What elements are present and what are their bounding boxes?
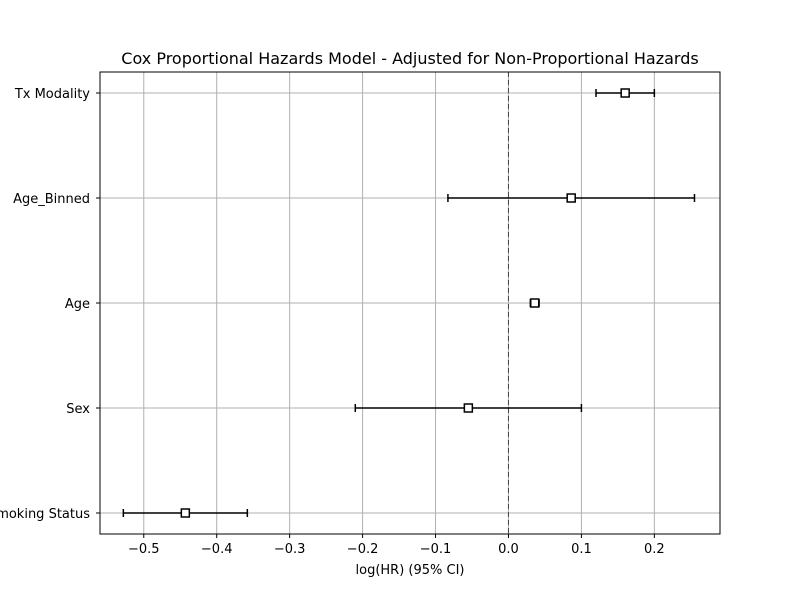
y-tick-label: Age_Binned	[13, 192, 90, 207]
point-estimate	[620, 88, 630, 98]
point-estimate	[529, 298, 540, 308]
x-tick-label: −0.1	[420, 542, 452, 557]
y-tick-label: Tx Modality	[14, 87, 90, 102]
x-axis: −0.5 −0.4 −0.3 −0.2 −0.1 0.0 0.1 0.2	[128, 534, 665, 557]
x-tick-label: 0.1	[571, 542, 592, 557]
x-tick-label: 0.0	[498, 542, 519, 557]
chart-title: Cox Proportional Hazards Model - Adjuste…	[121, 49, 698, 68]
estimate-age	[529, 298, 540, 308]
x-tick-label: 0.2	[644, 542, 665, 557]
estimate-tx-modality	[595, 88, 656, 98]
x-tick-label: −0.2	[347, 542, 379, 557]
y-tick-label: Age	[65, 297, 90, 312]
point-estimate	[180, 508, 191, 518]
estimates	[122, 88, 696, 518]
estimate-sex	[354, 403, 583, 413]
estimate-smoking-status	[122, 508, 249, 518]
grid	[100, 72, 720, 534]
point-estimate	[463, 403, 474, 413]
x-tick-label: −0.3	[274, 542, 306, 557]
y-tick-label: Smoking Status	[0, 507, 90, 522]
y-axis: Tx Modality Age_Binned Age Sex Smoking Statu…	[0, 87, 100, 522]
estimate-age-binned	[447, 193, 696, 203]
point-estimate	[566, 193, 576, 203]
y-tick-label: Sex	[66, 402, 90, 417]
x-tick-label: −0.5	[128, 542, 160, 557]
x-tick-label: −0.4	[201, 542, 233, 557]
x-axis-label: log(HR) (95% CI)	[356, 563, 465, 578]
